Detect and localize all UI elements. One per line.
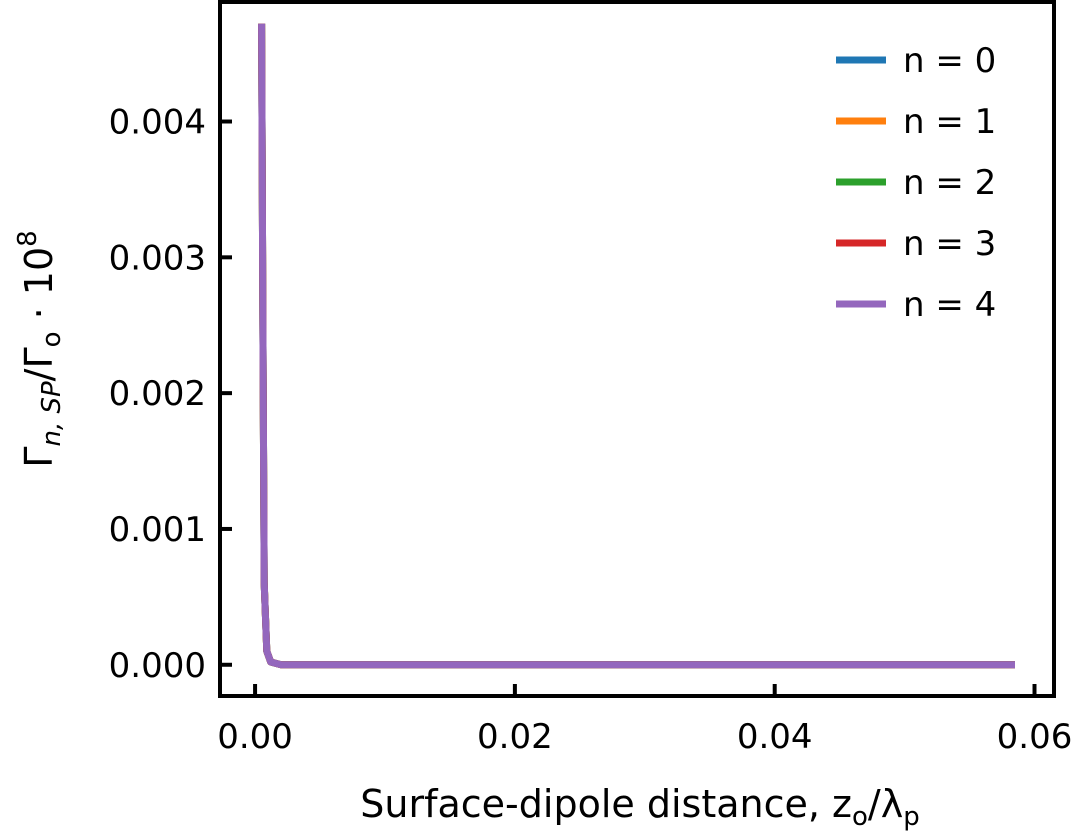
legend-label-2: n = 2 (903, 163, 996, 203)
legend: n = 0 n = 1 n = 2 n = 3 n = 4 (836, 41, 996, 325)
series-line-2 (258, 23, 1015, 669)
series-line-0 (258, 23, 1015, 669)
legend-label-3: n = 3 (903, 224, 996, 264)
series-layer (258, 23, 1015, 669)
legend-label-0: n = 0 (903, 41, 996, 81)
y-tick-label-3: 0.003 (109, 238, 206, 278)
y-tick-label-2: 0.002 (109, 374, 206, 414)
x-tick-label-0: 0.00 (217, 717, 293, 757)
x-axis-label: Surface-dipole distance, zo/λp (360, 782, 919, 832)
y-tick-label-4: 0.004 (109, 103, 206, 143)
series-line-4 (258, 23, 1015, 669)
y-axis-ticks: 0.000 0.001 0.002 0.003 0.004 (109, 103, 232, 686)
legend-label-4: n = 4 (903, 285, 996, 325)
series-line-3 (258, 23, 1015, 669)
y-tick-label-0: 0.000 (109, 646, 206, 686)
x-axis-ticks: 0.00 0.02 0.04 0.06 (217, 684, 1072, 757)
plot-frame (218, 0, 1056, 698)
series-line-1 (258, 23, 1015, 669)
legend-label-1: n = 1 (903, 102, 996, 142)
x-tick-label-1: 0.02 (477, 717, 553, 757)
x-tick-label-3: 0.06 (997, 717, 1073, 757)
y-axis-label: Γn, SP/Γo · 108 (13, 230, 67, 467)
y-tick-label-1: 0.001 (109, 510, 206, 550)
x-tick-label-2: 0.04 (737, 717, 813, 757)
